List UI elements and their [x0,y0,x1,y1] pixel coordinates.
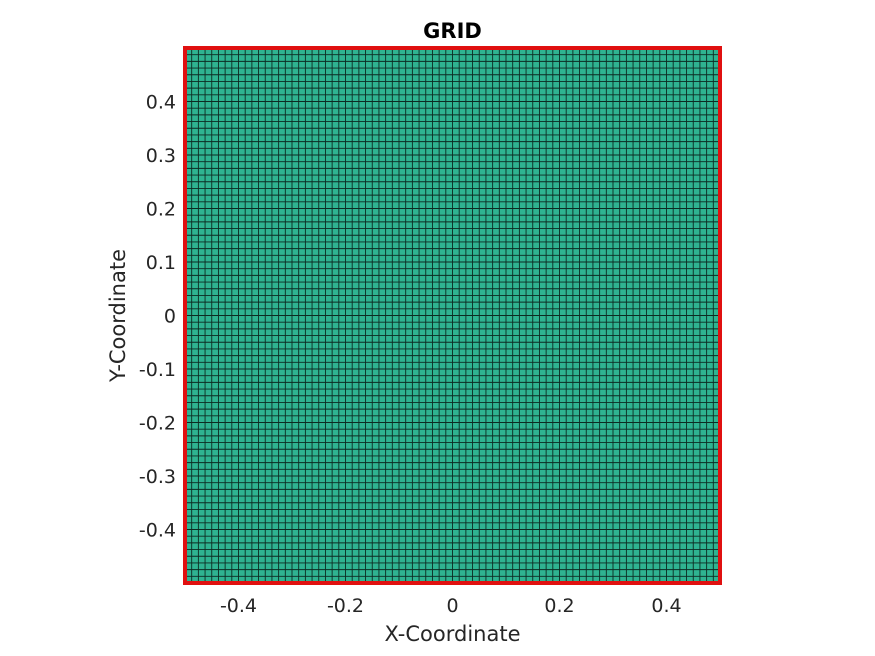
y-tick-label: 0.1 [146,252,176,274]
mesh-boundary [183,46,722,585]
x-tick-label: 0.2 [544,595,574,617]
y-axis-ticks: 0.4 0.3 0.2 0.1 0 -0.1 -0.2 -0.3 -0.4 [139,92,176,542]
y-tick-label: -0.4 [139,520,176,542]
x-tick-label: 0.4 [651,595,681,617]
y-tick-label: 0.3 [146,145,176,167]
x-tick-label: 0 [446,595,458,617]
y-tick-label: 0 [164,306,176,328]
x-axis-ticks: -0.4 -0.2 0 0.2 0.4 [220,595,682,617]
plot-area [183,46,722,585]
y-tick-label: 0.4 [146,92,176,114]
chart-title: GRID [423,19,482,43]
mesh-grid-lines [185,48,720,583]
y-tick-label: 0.2 [146,199,176,221]
x-axis-label: X-Coordinate [384,622,520,646]
y-tick-label: -0.3 [139,466,176,488]
x-tick-label: -0.4 [220,595,257,617]
y-axis-label: Y-Coordinate [106,249,130,383]
y-tick-label: -0.2 [139,413,176,435]
y-tick-label: -0.1 [139,359,176,381]
x-tick-label: -0.2 [327,595,364,617]
